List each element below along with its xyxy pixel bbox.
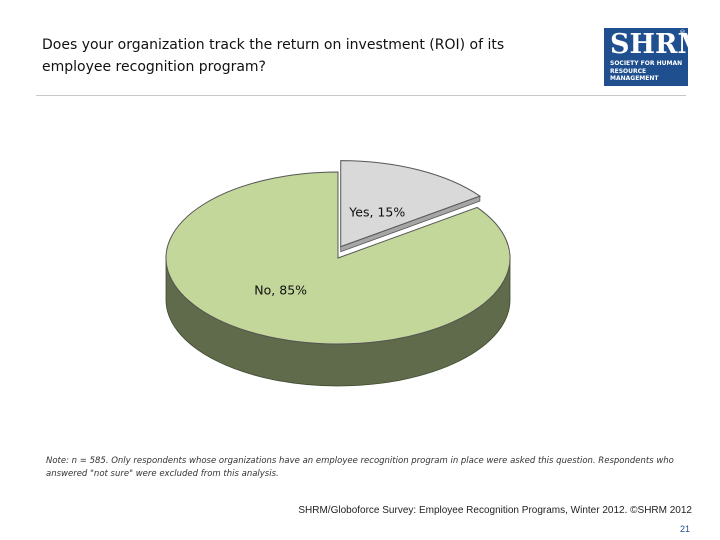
footnote: Note: n = 585. Only respondents whose or… [46, 456, 674, 479]
data-label-no: No, 85% [254, 282, 307, 297]
page-title: Does your organization track the return … [42, 37, 505, 75]
page-number: 21 [679, 524, 690, 534]
logo-subtitle: SOCIETY FOR HUMAN RESOURCE MANAGEMENT [610, 60, 686, 83]
data-label-yes: Yes, 15% [348, 205, 405, 220]
logo-registered-mark: ® [679, 29, 686, 37]
source-citation: SHRM/Globoforce Survey: Employee Recogni… [298, 505, 692, 516]
pie-slice-no [165, 171, 511, 345]
logo-subtitle-line: SOCIETY FOR HUMAN [610, 60, 683, 67]
logo-subtitle-line: RESOURCE MANAGEMENT [610, 67, 659, 83]
header-divider [36, 95, 686, 96]
pie-slice-yes [340, 160, 481, 248]
